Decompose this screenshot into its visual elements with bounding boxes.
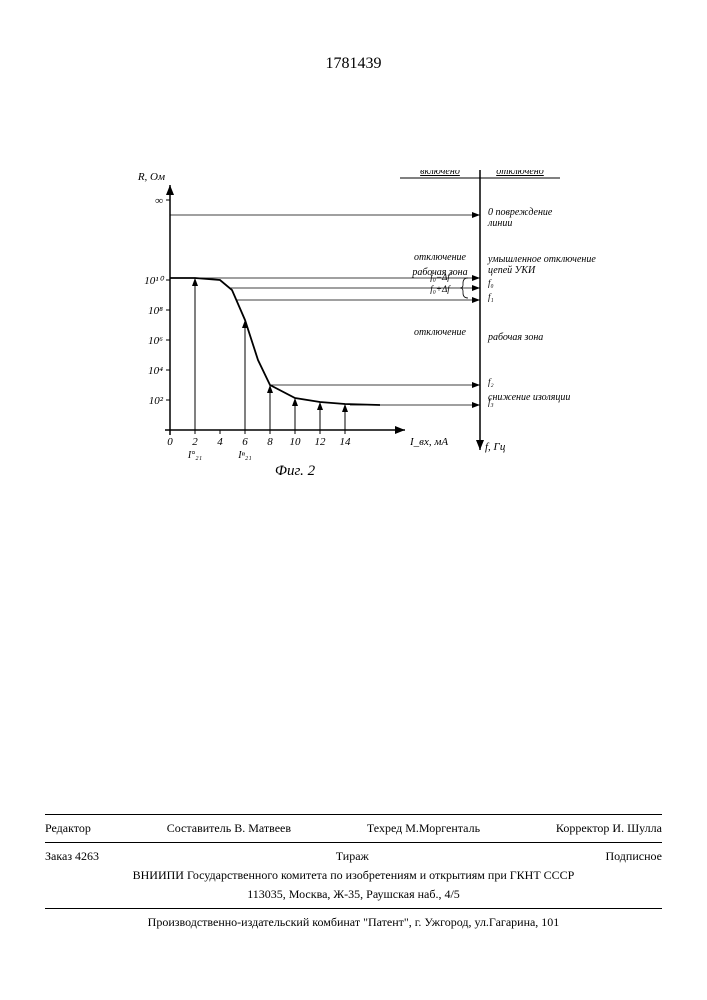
page-number: 1781439 [326,55,382,73]
org-line1: ВНИИПИ Государственного комитета по изоб… [45,866,662,885]
svg-text:10⁸: 10⁸ [148,305,163,317]
svg-text:10⁴: 10⁴ [148,365,163,377]
svg-text:цепей УКИ: цепей УКИ [488,265,536,276]
svg-text:6: 6 [242,436,248,448]
svg-text:10¹⁰: 10¹⁰ [144,275,164,287]
tirazh: Тираж [336,849,369,864]
svg-text:умышленное отключение: умышленное отключение [487,254,596,265]
svg-text:Iⁿ₂₁: Iⁿ₂₁ [237,450,251,461]
org-line2: 113035, Москва, Ж-35, Раушская наб., 4/5 [45,885,662,904]
svg-text:10⁶: 10⁶ [148,335,163,347]
order: Заказ 4263 [45,849,99,864]
svg-text:f₀+Δf: f₀+Δf [430,284,451,294]
svg-text:отключено: отключено [496,170,544,177]
chart-svg: R, Ом ∞ 10¹⁰ 10⁸ 10⁶ 10⁴ 10² I_вх, мА 0 2 4 6 8 10 12 1… [120,170,600,530]
svg-text:10: 10 [290,436,302,448]
svg-text:8: 8 [267,436,273,448]
compiler: Составитель В. Матвеев [167,821,291,836]
corrector: Корректор И. Шулла [556,821,662,836]
svg-text:14: 14 [340,436,352,448]
chart-figure: R, Ом ∞ 10¹⁰ 10⁸ 10⁶ 10⁴ 10² I_вх, мА 0 2 4 6 8 10 12 1… [120,170,600,530]
redactor-label: Редактор [45,821,91,836]
svg-text:f₀−Δf: f₀−Δf [430,272,451,282]
svg-text:линии: линии [487,218,512,229]
svg-text:f₁: f₁ [488,292,494,302]
svg-text:0 повреждение: 0 повреждение [488,207,553,218]
svg-text:I_вх, мА: I_вх, мА [409,436,448,448]
svg-text:2: 2 [192,436,198,448]
publisher: Производственно-издательский комбинат "П… [45,913,662,932]
svg-text:I°₂₁: I°₂₁ [187,450,202,461]
svg-text:4: 4 [217,436,223,448]
svg-text:0: 0 [167,436,173,448]
svg-text:f₃: f₃ [488,397,494,407]
svg-text:∞: ∞ [155,195,163,207]
techred: Техред М.Моргенталь [367,821,480,836]
svg-text:f, Гц: f, Гц [485,441,506,453]
svg-text:f₂: f₂ [488,377,494,387]
svg-text:12: 12 [315,436,327,448]
svg-text:включено: включено [420,170,460,177]
subscription: Подписное [605,849,662,864]
svg-text:отключение: отключение [414,327,467,338]
svg-text:f₀: f₀ [488,278,494,288]
footer: Редактор Составитель В. Матвеев Техред М… [45,810,662,932]
svg-text:Фиг. 2: Фиг. 2 [275,463,316,479]
svg-text:рабочая зона: рабочая зона [487,332,543,343]
svg-text:R, Ом: R, Ом [137,171,165,183]
svg-text:10²: 10² [149,395,164,407]
svg-text:снижение изоляции: снижение изоляции [488,392,570,403]
svg-text:отключение: отключение [414,252,467,263]
